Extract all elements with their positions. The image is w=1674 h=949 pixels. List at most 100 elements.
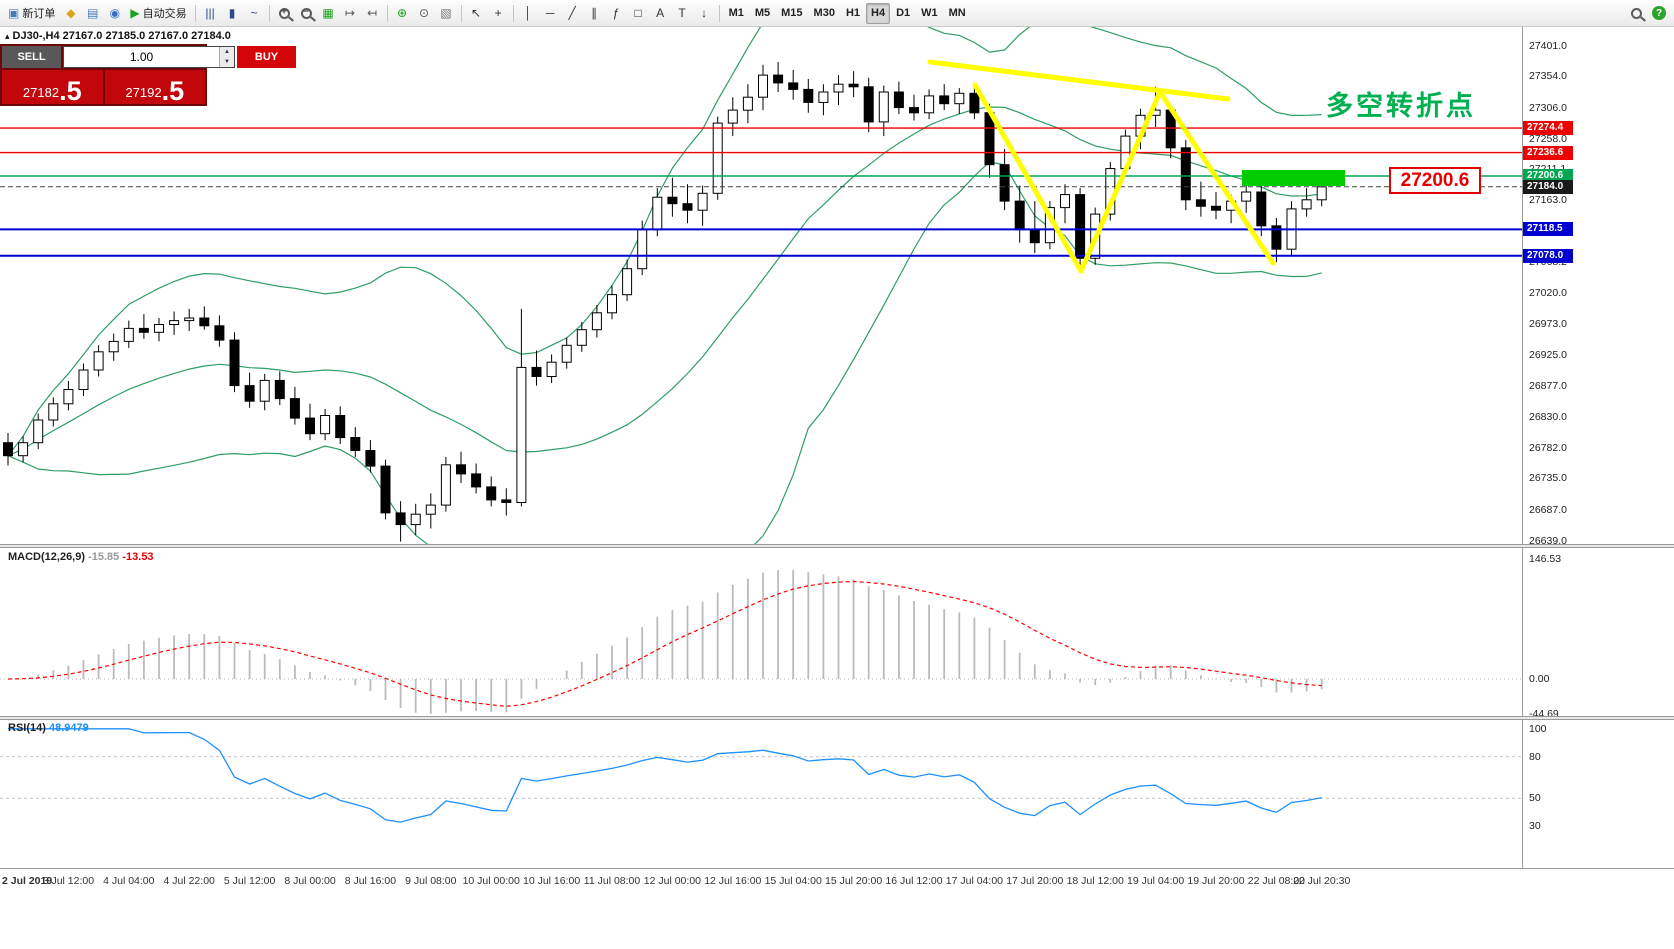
toolbar-sep	[718, 4, 720, 22]
volume-input[interactable]	[64, 47, 219, 67]
scale-label: 26735.0	[1529, 472, 1567, 485]
timeframe-m1-button[interactable]: M1	[724, 3, 749, 24]
timeframe-w1-button[interactable]: W1	[916, 3, 943, 24]
scale-label: 50	[1529, 792, 1541, 805]
time-axis-label: 5 Jul 12:00	[223, 875, 276, 887]
templates-icon: ▧	[440, 6, 452, 20]
new-order-button[interactable]: ▣ 新订单	[4, 3, 59, 24]
price-badge: 27200.6	[1523, 169, 1573, 184]
timeframe-h1-button[interactable]: H1	[841, 3, 865, 24]
scale-label: 26687.0	[1529, 503, 1567, 516]
tile-windows-button[interactable]: ▦	[318, 3, 339, 24]
macd-value-main: -15.85	[88, 551, 120, 563]
cursor-button[interactable]: ↖	[466, 3, 487, 24]
scale-label: 26782.0	[1529, 441, 1567, 454]
cursor-icon: ↖	[471, 6, 482, 20]
symbols-icon: ◆	[66, 6, 76, 20]
time-axis-label: 22 Jul 20:30	[1293, 875, 1351, 887]
scale-label: 26877.0	[1529, 380, 1567, 393]
timeframe-h4-button[interactable]: H4	[866, 2, 891, 24]
chart-shift-button[interactable]: ↤	[362, 3, 383, 24]
timeframe-m30-button[interactable]: M30	[809, 3, 840, 24]
market-watch-icon: ▤	[87, 6, 99, 20]
search-button[interactable]	[1626, 3, 1647, 24]
rsi-name: RSI(14)	[8, 722, 46, 734]
scale-label: 146.53	[1529, 552, 1562, 565]
panel-splitter[interactable]	[0, 716, 1674, 720]
alerts-sound-button[interactable]: ◉	[104, 3, 125, 24]
bar-chart-button[interactable]: |||	[200, 3, 221, 24]
time-axis-label: 9 Jul 08:00	[405, 875, 457, 887]
sell-button[interactable]: SELL	[2, 46, 61, 68]
periods-dropdown-button[interactable]: ⊙	[414, 3, 435, 24]
macd-canvas[interactable]	[0, 548, 1522, 716]
time-axis-label: 19 Jul 04:00	[1126, 875, 1185, 887]
scale-label: 26973.0	[1529, 317, 1567, 330]
timeframe-mn-button[interactable]: MN	[944, 3, 971, 24]
volume-down-button[interactable]: ▼	[220, 57, 234, 67]
scale-label: 27306.0	[1529, 101, 1567, 114]
main-chart-canvas[interactable]	[0, 27, 1522, 544]
vertical-line-button[interactable]: │	[518, 3, 539, 24]
timeframe-m15-button[interactable]: M15	[776, 3, 807, 24]
help-button[interactable]: ?	[1648, 3, 1670, 24]
trendline-button[interactable]: ╱	[562, 3, 583, 24]
equidistant-channel-button[interactable]: ∥	[584, 3, 605, 24]
market-watch-button[interactable]: ▤	[82, 3, 103, 24]
scale-label: 27401.0	[1529, 39, 1567, 52]
scale-label: 100	[1529, 722, 1547, 735]
candlestick-chart-button[interactable]: ▮	[222, 3, 243, 24]
scale-label: 26639.0	[1529, 534, 1567, 547]
rsi-value: 48.9479	[48, 722, 89, 734]
panel-splitter[interactable]	[0, 544, 1674, 548]
time-axis-label: 15 Jul 20:00	[824, 875, 883, 887]
text-label-button[interactable]: T	[672, 3, 693, 24]
equidistant-channel-icon: ∥	[591, 6, 598, 20]
rsi-canvas[interactable]	[0, 719, 1522, 868]
timeframe-d1-button-label: D1	[896, 7, 911, 19]
time-axis-label: 10 Jul 16:00	[522, 875, 581, 887]
shapes-button[interactable]: □	[628, 3, 649, 24]
scale-label: 0.00	[1529, 673, 1550, 685]
rsi-indicator-label: RSI(14) 48.9479	[8, 722, 89, 734]
time-axis[interactable]: 2 Jul 2019 3 Jul 12:00 4 Jul 04:00 4 Jul 22…	[0, 868, 1674, 894]
toolbar-sep	[386, 4, 388, 22]
auto-scroll-button[interactable]: ↦	[340, 3, 361, 24]
zoom-in-button[interactable]	[274, 3, 295, 24]
timeframe-mn-button-label: MN	[948, 7, 966, 19]
horizontal-line-button[interactable]: ─	[540, 3, 561, 24]
crosshair-button[interactable]: +	[488, 3, 509, 24]
templates-button[interactable]: ▧	[436, 3, 457, 24]
shapes-icon: □	[634, 6, 642, 20]
scale-label: 27020.0	[1529, 287, 1567, 300]
line-chart-button[interactable]: ~	[244, 3, 265, 24]
vertical-line-icon: │	[524, 6, 532, 20]
search-icon	[1631, 7, 1642, 19]
symbol-info: ▴ DJ30-,H4 27167.0 27185.0 27167.0 27184.…	[5, 30, 231, 42]
trendline-icon: ╱	[568, 6, 576, 20]
horizontal-line-icon: ─	[545, 6, 555, 20]
fibonacci-button[interactable]: ƒ	[606, 3, 627, 24]
sell-price[interactable]: 27182.5	[2, 70, 103, 104]
timeframe-d1-button[interactable]: D1	[891, 3, 915, 24]
zoom-out-button[interactable]	[296, 3, 317, 24]
buy-button[interactable]: BUY	[237, 46, 296, 68]
autotrading-button[interactable]: ▶ 自动交易	[126, 3, 190, 24]
indicators-button[interactable]: ⊕	[392, 3, 413, 24]
volume-spinner: ▲ ▼	[219, 47, 234, 67]
toolbar: ▣新订单 ◆ ▤ ◉ ▶自动交易 ||| ▮ ~ ▦ ↦ ↤ ⊕ ⊙ ▧ ↖ + │ ─ ╱ ∥ ƒ □ AT ↓ M1 M5 M1…	[0, 0, 1674, 27]
timeframe-m5-button[interactable]: M5	[750, 3, 775, 24]
chart-annotation-text: 多空转折点	[1326, 91, 1476, 121]
toolbar-sep	[194, 4, 196, 22]
price-scale[interactable]: 27401.027354.027306.027258.027211.127163…	[1522, 27, 1674, 868]
timeframe-m5-button-label: M5	[754, 7, 771, 19]
buy-price[interactable]: 27192.5	[104, 70, 205, 104]
symbols-button[interactable]: ◆	[60, 3, 81, 24]
arrows-button[interactable]: ↓	[694, 3, 715, 24]
help-icon: ?	[1652, 6, 1666, 20]
collapse-ohlc-icon[interactable]: ▴	[5, 31, 10, 41]
volume-up-button[interactable]: ▲	[220, 47, 234, 57]
price-badge: 27274.4	[1523, 121, 1573, 136]
text-button[interactable]: A	[650, 3, 671, 24]
